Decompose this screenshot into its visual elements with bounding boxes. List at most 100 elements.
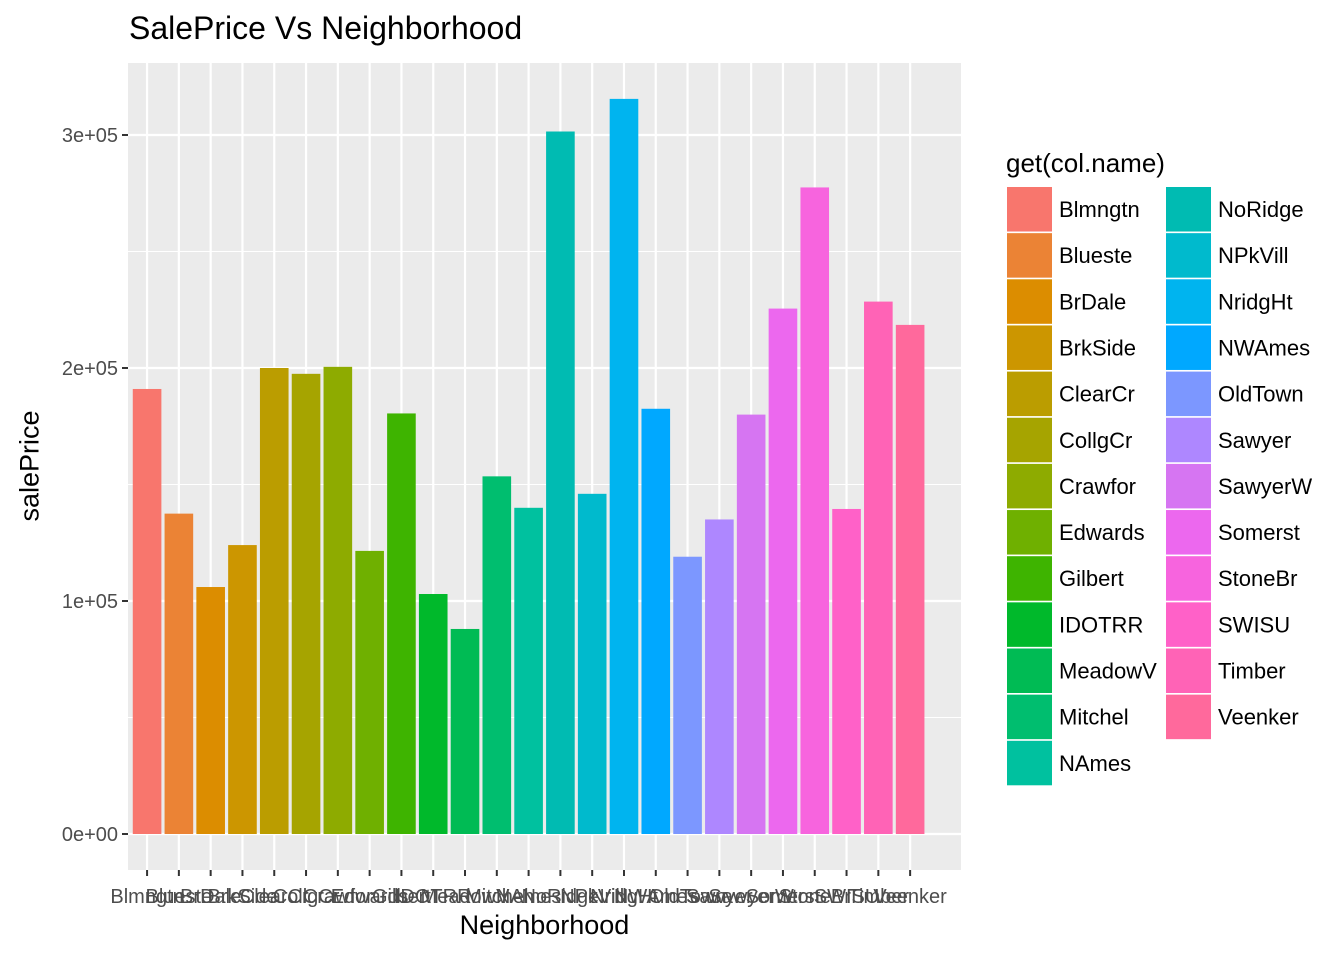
bar-idotrr — [418, 594, 448, 834]
legend-key — [1166, 556, 1211, 601]
bar-sawyer — [705, 519, 734, 834]
bar-blueste — [164, 513, 194, 834]
legend-label: Gilbert — [1059, 566, 1124, 591]
x-tick-label: SWISU — [814, 886, 880, 908]
legend-key — [1007, 187, 1052, 232]
bars — [132, 98, 925, 835]
bar-edwards — [355, 550, 384, 834]
x-tick-label: SawyerW — [708, 886, 794, 908]
x-tick-label: Timber — [848, 886, 910, 908]
x-tick-label: IDOTRR — [395, 886, 472, 908]
bar-oldtown — [673, 556, 702, 834]
legend-key — [1166, 187, 1211, 232]
legend-label: SWISU — [1218, 612, 1290, 637]
x-tick-label: ClearCr — [240, 886, 309, 908]
x-tick-label: Blueste — [146, 886, 213, 908]
legend-key — [1166, 510, 1211, 555]
bar-crawfor — [323, 366, 353, 834]
legend-label: Veenker — [1218, 705, 1299, 730]
y-axis-title: salePrice — [14, 410, 45, 522]
legend: Blmngtn Blueste BrDale BrkSide ClearCr CollgC… — [1007, 187, 1312, 786]
y-tick-label: 3e+05 — [62, 125, 118, 147]
legend-label: IDOTRR — [1059, 612, 1143, 637]
x-tick-label: Blmngtn — [110, 886, 183, 908]
bar-nwames — [641, 408, 671, 834]
bar-sawyerw — [736, 414, 766, 834]
bar-blmngtn — [132, 388, 162, 834]
legend-label: Mitchel — [1059, 705, 1129, 730]
y-tick-label: 0e+00 — [62, 824, 118, 846]
legend-key — [1007, 417, 1052, 463]
x-tick-label: NWAmes — [614, 886, 698, 908]
legend-label: StoneBr — [1218, 566, 1298, 591]
legend-key — [1166, 371, 1211, 417]
x-tick-label: Veenker — [873, 886, 947, 908]
legend-label: Blueste — [1059, 243, 1132, 268]
x-tick-label: Gilbert — [372, 886, 431, 908]
bar-names — [514, 507, 543, 834]
legend-label: CollgCr — [1059, 428, 1132, 453]
legend-key — [1166, 233, 1211, 278]
bar-somerst — [768, 308, 798, 835]
x-tick-label: Edwards — [331, 886, 409, 908]
x-tick-label: BrDale — [180, 886, 241, 908]
x-tick-label: NAmes — [496, 886, 562, 908]
legend-key — [1007, 279, 1052, 324]
x-tick-label: StoneBr — [779, 886, 852, 908]
bar-meadowv — [450, 628, 480, 834]
chart-title: SalePrice Vs Neighborhood — [129, 10, 523, 46]
legend-label: Sawyer — [1218, 428, 1291, 453]
legend-key — [1007, 694, 1052, 740]
legend-key — [1166, 325, 1211, 370]
x-tick-label: NPkVill — [560, 886, 624, 908]
x-tick-label: Somerst — [746, 886, 821, 908]
legend-label: Edwards — [1059, 520, 1145, 545]
bar-collgcr — [291, 373, 321, 834]
legend-key — [1166, 279, 1211, 324]
y-axis: 0e+00 1e+05 2e+05 3e+05 — [62, 125, 128, 846]
legend-label: NoRidge — [1218, 197, 1304, 222]
legend-label: Blmngtn — [1059, 197, 1140, 222]
legend-key — [1166, 694, 1211, 740]
x-tick-label: NridgHt — [590, 886, 658, 908]
legend-label: Somerst — [1218, 520, 1300, 545]
legend-key — [1166, 417, 1211, 463]
legend-title: get(col.name) — [1006, 148, 1165, 178]
y-tick-label: 1e+05 — [62, 591, 118, 613]
legend-key — [1007, 556, 1052, 601]
legend-label: NridgHt — [1218, 289, 1293, 314]
legend-label: ClearCr — [1059, 382, 1135, 407]
legend-label: BrkSide — [1059, 335, 1136, 360]
legend-label: Crawfor — [1059, 474, 1136, 499]
legend-label: NWAmes — [1218, 335, 1310, 360]
legend-key — [1007, 648, 1052, 693]
legend-key — [1007, 325, 1052, 370]
bar-nridght — [609, 98, 639, 834]
legend-key — [1007, 740, 1052, 786]
legend-key — [1166, 602, 1211, 647]
legend-label: SawyerW — [1218, 474, 1312, 499]
bar-brkside — [228, 545, 257, 834]
x-axis-title: Neighborhood — [459, 910, 630, 940]
legend-label: BrDale — [1059, 289, 1126, 314]
legend-key — [1007, 371, 1052, 417]
bar-brdale — [196, 587, 225, 834]
legend-label: NAmes — [1059, 751, 1131, 776]
x-tick-label: Sawyer — [686, 886, 753, 908]
x-tick-label: NoRidge — [521, 886, 599, 908]
bar-swisu — [832, 508, 861, 834]
x-tick-label: BrkSide — [207, 886, 277, 908]
legend-key — [1007, 233, 1052, 278]
x-tick-label: OldTown — [649, 886, 727, 908]
legend-key — [1166, 463, 1211, 509]
bar-stonebr — [800, 187, 830, 835]
legend-label: MeadowV — [1059, 659, 1157, 684]
x-tick-label: MeadowV — [421, 886, 511, 908]
x-tick-label: Mitchel — [465, 886, 528, 908]
bar-noridge — [546, 131, 575, 834]
legend-key — [1166, 648, 1211, 693]
y-tick-label: 2e+05 — [62, 358, 118, 380]
x-axis: BlmngtnBluesteBrDaleBrkSideClearCrCollgC… — [110, 870, 947, 908]
bar-mitchel — [482, 476, 512, 834]
legend-key — [1007, 602, 1052, 647]
